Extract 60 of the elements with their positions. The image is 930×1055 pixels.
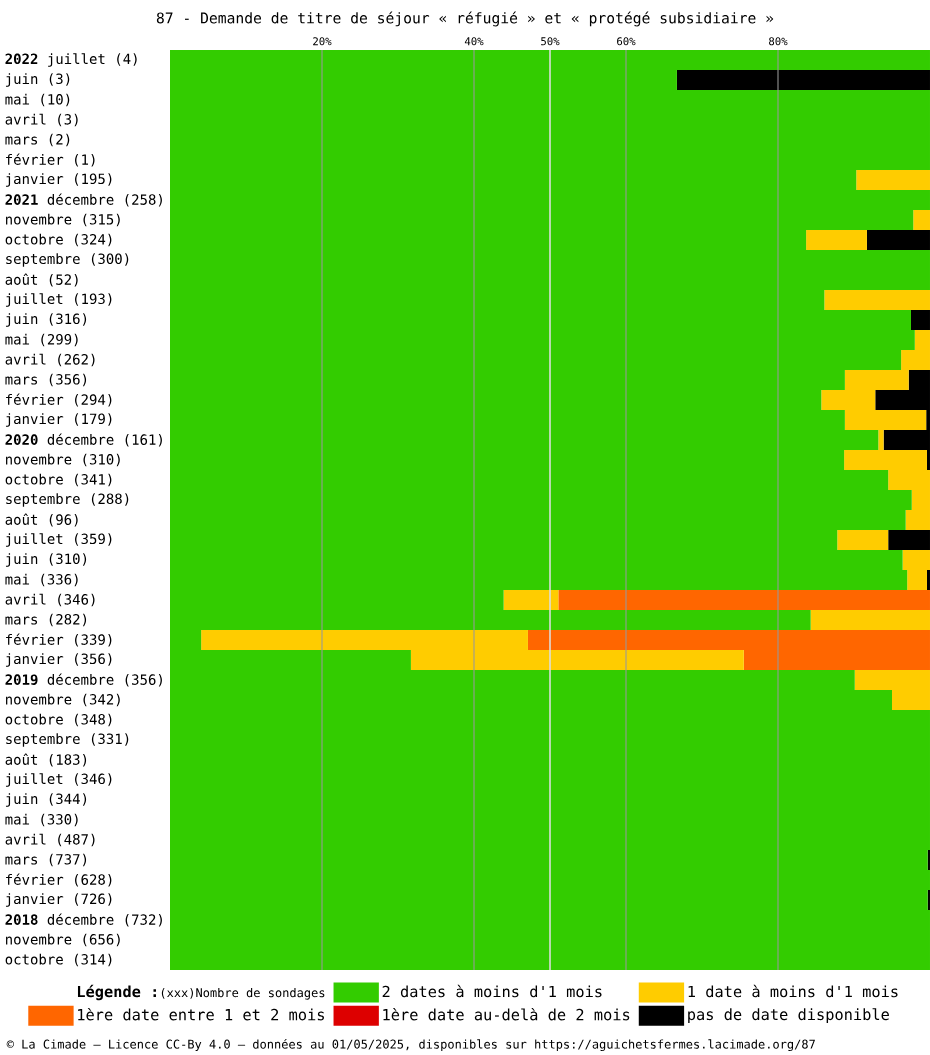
legend-label: 1 date à moins d'1 mois [688,984,898,998]
y-tick-label: juillet (359) [5,533,112,547]
y-tick-label: février (339) [6,633,112,647]
y-tick-label: avril (487) [5,833,95,847]
y-tick-label: 2021 décembre (258) [5,193,162,207]
y-tick-label: janvier (726) [5,893,112,907]
y-tick-label: octobre (341) [5,473,112,487]
y-tick-label: août (52) [5,273,78,287]
legend-label: pas de date disponible [688,1008,889,1024]
y-tick-label: janvier (179) [5,413,112,427]
chart-title: 87 - Demande de titre de séjour « réfugié » et « protégé subsidiaire » [156,11,774,27]
x-tick-label: 80% [769,37,788,46]
y-tick-label: octobre (324) [5,233,112,247]
y-tick-label: juin (316) [5,313,87,327]
y-tick-label: septembre (288) [6,493,129,507]
legend-label: 2 dates à moins d'1 mois [382,984,602,998]
y-tick-label: juillet (193) [5,293,112,307]
legend-label: 1ère date au-delà de 2 mois [383,1007,630,1021]
y-tick-label: mai (10) [5,93,70,107]
y-tick-label: 2020 décembre (161) [5,433,162,447]
y-tick-label: novembre (656) [6,933,120,947]
y-tick-label: juin (344) [5,793,87,807]
y-tick-label: mai (330) [5,813,78,827]
y-tick-label: mars (356) [5,373,87,387]
y-tick-label: septembre (331) [6,733,129,747]
y-tick-label: 2019 décembre (356) [5,673,162,687]
y-tick-label: octobre (314) [5,953,112,967]
y-tick-label: 2022 juillet (4) [5,53,137,67]
y-tick-label: novembre (342) [6,693,120,707]
legend-label: 1ère date entre 1 et 2 mois [78,1007,324,1021]
x-tick-label: 60% [617,37,636,46]
y-tick-label: novembre (315) [6,213,120,227]
text: (xxx)Nombre de sondages [161,987,325,1000]
y-tick-label: 2018 décembre (732) [5,913,162,927]
y-tick-label: février (628) [6,873,112,887]
y-tick-label: juin (3) [5,73,70,87]
y-tick-label: août (96) [5,513,78,527]
y-tick-label: octobre (348) [5,713,112,727]
y-tick-label: avril (262) [5,353,95,367]
y-tick-label: février (294) [6,393,112,407]
y-tick-label: août (183) [5,753,87,767]
y-tick-label: janvier (356) [5,653,112,667]
x-tick-label: 50% [541,37,560,46]
y-tick-label: mai (336) [5,573,78,587]
y-tick-label: septembre (300) [6,253,129,267]
x-tick-label: 40% [464,37,484,46]
legend-title: Légende : [77,984,156,1001]
y-tick-label: février (1) [6,153,95,167]
y-tick-label: avril (346) [5,593,95,607]
text: © La Cimade – Licence CC-By 4.0 – données au 01/05/2025, disponibles sur https://aguichetsfermes.lacimade.org/87 [6,1038,815,1052]
y-tick-label: janvier (195) [5,173,112,187]
y-tick-label: avril (3) [5,113,78,127]
x-tick-label: 20% [313,37,332,46]
y-tick-label: juin (310) [5,553,87,567]
y-tick-label: mai (299) [5,333,78,347]
y-tick-label: mars (282) [5,613,87,627]
y-tick-label: mars (737) [5,853,87,867]
y-tick-label: novembre (310) [6,453,120,467]
y-tick-label: juillet (346) [5,773,112,787]
y-tick-label: mars (2) [5,133,70,147]
